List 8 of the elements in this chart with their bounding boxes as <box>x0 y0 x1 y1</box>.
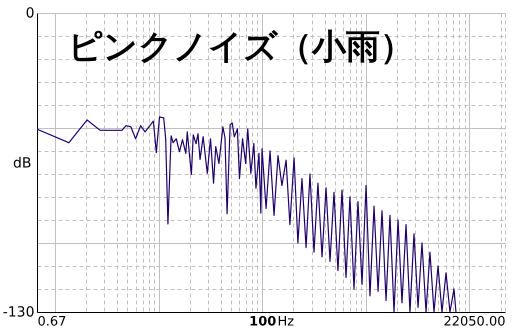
x-tick-label: 0.67 <box>38 314 66 330</box>
x-axis-title: Hz <box>278 314 294 330</box>
y-tick-label: 0 <box>26 6 34 22</box>
y-axis-title: dB <box>13 156 32 172</box>
x-tick-label: 22050.00 <box>443 314 506 330</box>
chart-title: ピンクノイズ（小雨） <box>68 27 414 67</box>
x-tick-label: 100 <box>249 314 276 330</box>
y-tick-label: -130 <box>2 304 34 320</box>
